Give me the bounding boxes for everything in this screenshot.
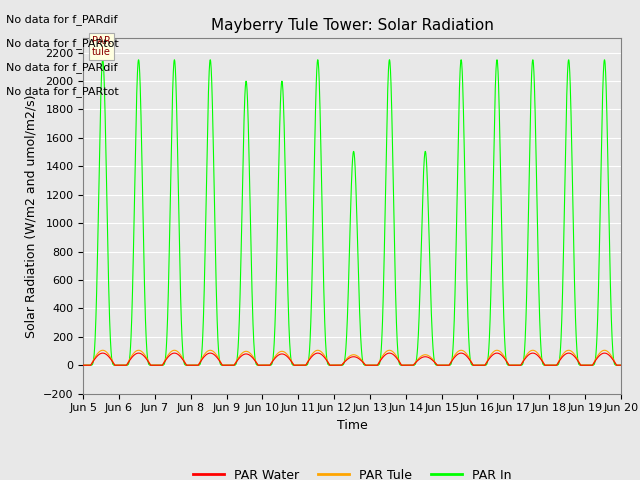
X-axis label: Time: Time	[337, 419, 367, 432]
Text: PAR
tule: PAR tule	[92, 36, 111, 58]
Legend: PAR Water, PAR Tule, PAR In: PAR Water, PAR Tule, PAR In	[188, 464, 516, 480]
Text: No data for f_PARtot: No data for f_PARtot	[6, 86, 119, 97]
Text: No data for f_PARdif: No data for f_PARdif	[6, 62, 118, 73]
Text: No data for f_PARtot: No data for f_PARtot	[6, 38, 119, 49]
Text: No data for f_PARdif: No data for f_PARdif	[6, 14, 118, 25]
Title: Mayberry Tule Tower: Solar Radiation: Mayberry Tule Tower: Solar Radiation	[211, 18, 493, 33]
Y-axis label: Solar Radiation (W/m2 and umol/m2/s): Solar Radiation (W/m2 and umol/m2/s)	[24, 94, 37, 338]
